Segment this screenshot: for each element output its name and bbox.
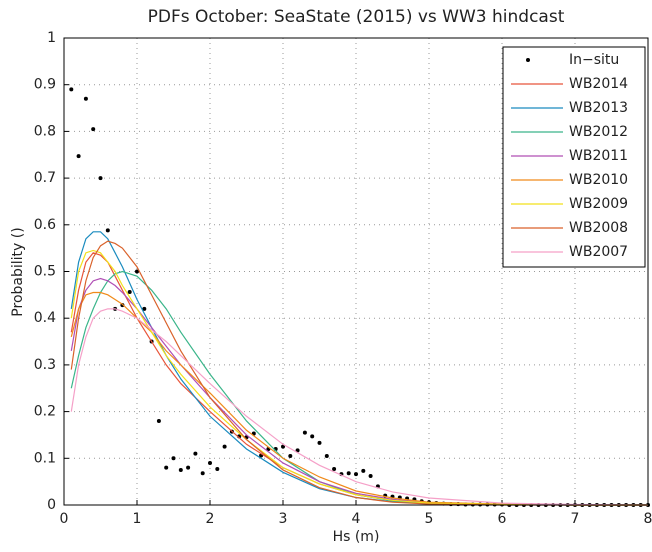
data-point bbox=[295, 448, 300, 453]
x-axis-label: Hs (m) bbox=[333, 529, 380, 545]
x-tick-label: 8 bbox=[644, 511, 652, 527]
legend-label: WB2012 bbox=[569, 124, 628, 140]
data-point bbox=[332, 467, 337, 472]
y-tick-label: 0.7 bbox=[34, 170, 56, 186]
legend-label: WB2011 bbox=[569, 148, 628, 164]
data-point bbox=[171, 456, 176, 461]
y-tick-label: 0.9 bbox=[34, 77, 56, 93]
data-point bbox=[346, 471, 351, 476]
data-point bbox=[288, 453, 293, 458]
x-tick-label: 4 bbox=[352, 511, 361, 527]
legend-label: WB2010 bbox=[569, 172, 628, 188]
chart-title: PDFs October: SeaState (2015) vs WW3 hin… bbox=[148, 7, 565, 27]
legend-label: WB2009 bbox=[569, 196, 628, 212]
x-tick-label: 3 bbox=[279, 511, 288, 527]
data-point bbox=[208, 460, 212, 465]
data-point bbox=[193, 451, 198, 456]
x-tick-label: 2 bbox=[206, 511, 215, 527]
data-point bbox=[361, 468, 366, 473]
data-point bbox=[142, 306, 147, 311]
data-point bbox=[354, 472, 358, 477]
x-tick-label: 6 bbox=[498, 511, 507, 527]
data-point bbox=[324, 453, 329, 458]
y-tick-label: 0.1 bbox=[34, 450, 56, 466]
data-point bbox=[91, 127, 96, 132]
data-point bbox=[186, 465, 191, 470]
data-point bbox=[317, 440, 322, 445]
legend-label: WB2014 bbox=[569, 76, 628, 92]
data-point bbox=[215, 467, 220, 472]
y-tick-label: 0.6 bbox=[34, 217, 56, 233]
y-tick-label: 0.3 bbox=[34, 357, 56, 373]
data-point bbox=[281, 444, 285, 449]
data-point bbox=[302, 430, 307, 435]
data-point bbox=[368, 474, 373, 479]
y-axis-label: Probability () bbox=[10, 227, 26, 316]
y-tick-label: 1 bbox=[47, 30, 56, 46]
x-tick-label: 7 bbox=[571, 511, 580, 527]
y-tick-label: 0.4 bbox=[34, 310, 56, 326]
y-tick-label: 0.2 bbox=[34, 404, 56, 420]
data-point bbox=[127, 290, 132, 295]
data-point bbox=[156, 418, 161, 423]
legend-label: WB2013 bbox=[569, 100, 628, 116]
data-point bbox=[105, 228, 110, 233]
data-point bbox=[178, 467, 183, 472]
data-point bbox=[83, 96, 88, 101]
legend-label: WB2007 bbox=[569, 244, 628, 260]
plot-frame bbox=[63, 37, 649, 506]
series-line bbox=[70, 240, 648, 506]
data-point bbox=[222, 444, 227, 449]
series-line bbox=[70, 291, 648, 506]
x-tick-label: 1 bbox=[133, 511, 142, 527]
series-line bbox=[70, 308, 649, 506]
data-point bbox=[200, 471, 205, 476]
series-line bbox=[70, 277, 648, 506]
x-tick-label: 0 bbox=[60, 511, 69, 527]
data-point bbox=[164, 465, 169, 470]
y-tick-label: 0 bbox=[47, 497, 56, 513]
data-point bbox=[98, 176, 103, 181]
y-tick-label: 0.5 bbox=[34, 264, 56, 280]
y-tick-label: 0.8 bbox=[34, 123, 56, 139]
data-point bbox=[310, 434, 315, 439]
legend: In−situ WB2014 WB2013 WB2012 WB2011 WB2010 WB2… bbox=[502, 46, 646, 268]
data-point bbox=[76, 154, 81, 159]
legend-marker bbox=[526, 58, 530, 62]
data-point bbox=[135, 269, 139, 274]
x-tick-label: 5 bbox=[425, 511, 434, 527]
data-point bbox=[69, 87, 74, 92]
legend-label: WB2008 bbox=[569, 220, 628, 236]
legend-label: In−situ bbox=[569, 52, 619, 68]
